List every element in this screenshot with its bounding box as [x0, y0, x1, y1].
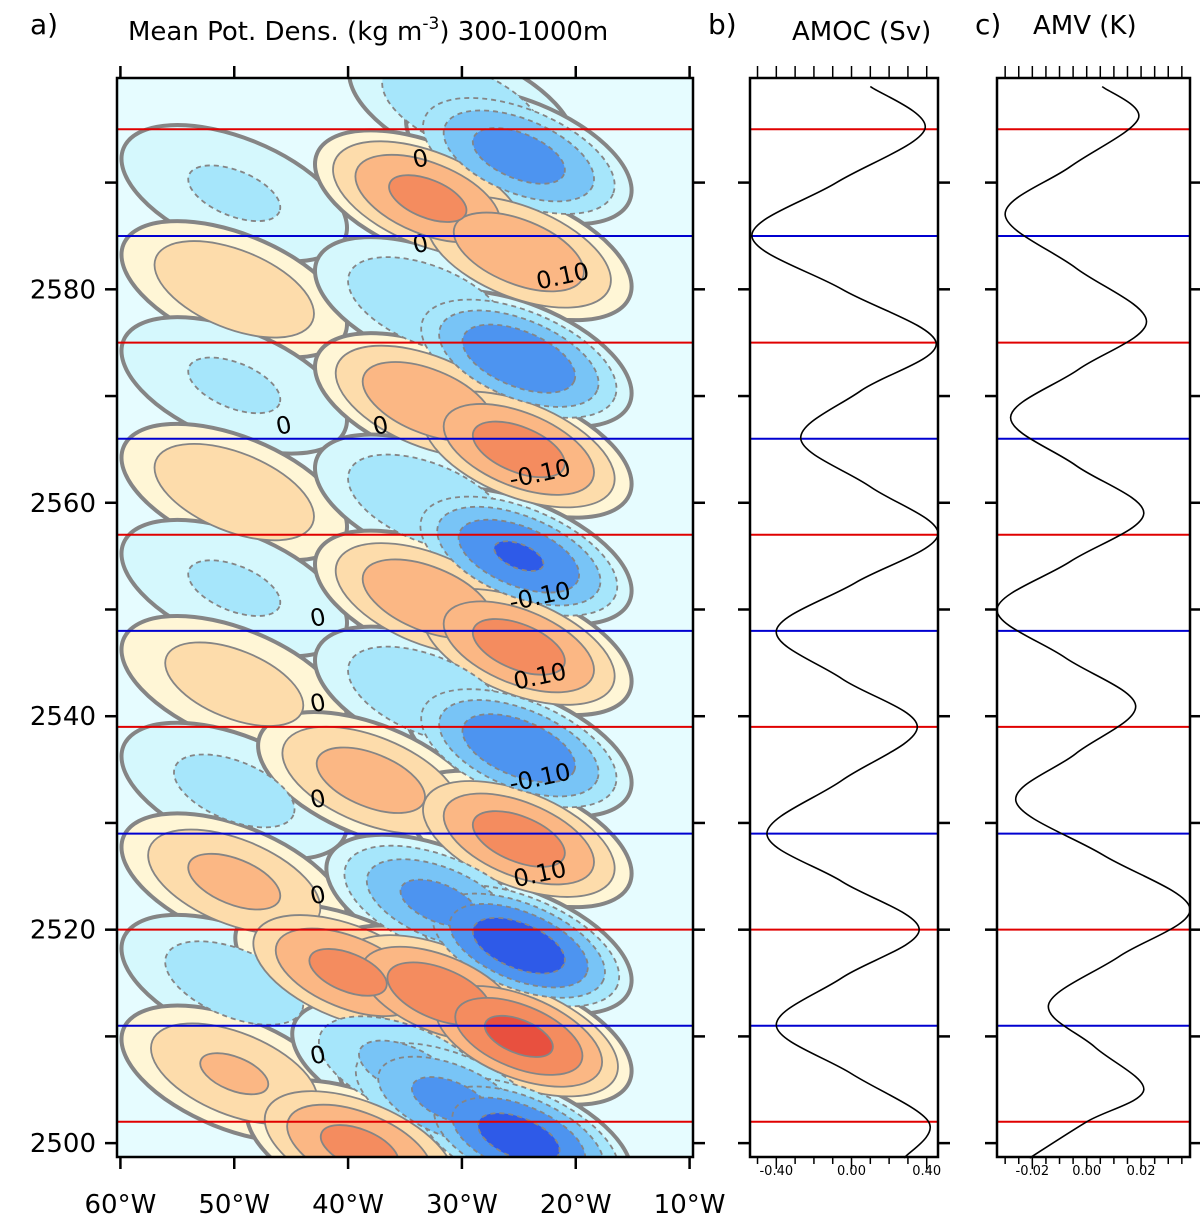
- chart-title: Mean Pot. Dens. (kg m-3) 300-1000m: [128, 14, 608, 47]
- contour-label: 0: [308, 784, 329, 815]
- contour-label: 0: [273, 410, 294, 441]
- contour-region: [471, 127, 566, 185]
- contour-region: [164, 940, 305, 1026]
- x-tick-label: -0.02: [1016, 1164, 1050, 1179]
- contour-region: [471, 916, 566, 975]
- y-tick-label: 2500: [30, 1129, 96, 1159]
- contour-region: [461, 323, 577, 394]
- x-tick-label: 0.40: [912, 1164, 941, 1179]
- contour-region: [388, 174, 468, 223]
- x-tick-label: 10°W: [654, 1190, 726, 1220]
- contour-region: [471, 618, 566, 676]
- contour-label: 0: [370, 410, 391, 441]
- contour-region: [173, 753, 296, 829]
- contour-label: 0: [308, 602, 329, 633]
- contour-region: [471, 810, 566, 868]
- plot-frame: [995, 76, 1192, 1159]
- panel-label: a): [30, 8, 58, 41]
- title-part: ) 300-1000m: [439, 17, 608, 47]
- panel-label: c): [975, 8, 1001, 41]
- contour-region: [153, 442, 315, 542]
- profile-line: [996, 85, 1191, 1159]
- x-tick-label: 0.02: [1127, 1164, 1156, 1179]
- contour-region: [315, 746, 426, 814]
- contour-label: 0: [410, 143, 431, 174]
- y-tick-label: 2580: [30, 275, 96, 305]
- x-tick-label: 0.00: [837, 1164, 866, 1179]
- chart-title: AMV (K): [1033, 11, 1137, 41]
- x-tick-label: 30°W: [426, 1190, 498, 1220]
- contour-region: [164, 641, 305, 727]
- y-tick-label: 2520: [30, 916, 96, 946]
- chart-title: AMOC (Sv): [792, 17, 931, 47]
- y-tick-label: 2560: [30, 489, 96, 519]
- contour-region: [493, 540, 545, 572]
- x-tick-label: 0.00: [1072, 1164, 1101, 1179]
- contour-region: [461, 713, 577, 784]
- contour-region: [187, 356, 282, 415]
- x-tick-label: 50°W: [198, 1190, 270, 1220]
- title-part: Mean Pot. Dens. (kg m: [128, 17, 422, 47]
- title-sup: -3: [422, 14, 439, 34]
- contour-region: [452, 211, 585, 293]
- contour-region: [319, 1124, 400, 1157]
- contour-region: [471, 420, 566, 479]
- contour-region: [153, 240, 315, 339]
- x-tick-label: -0.40: [759, 1164, 793, 1179]
- contour-label: 0: [308, 1040, 329, 1071]
- plot-frame: [748, 76, 940, 1159]
- contour-region: [187, 164, 282, 223]
- plot-frame: [115, 76, 695, 1159]
- contour-label: 0: [308, 688, 329, 719]
- x-tick-label: 60°W: [85, 1190, 157, 1220]
- contour-region: [199, 1052, 270, 1096]
- profile-line: [751, 85, 939, 1159]
- contour-label: 0: [308, 880, 329, 911]
- x-tick-label: 20°W: [540, 1190, 612, 1220]
- panel-label: b): [708, 8, 737, 41]
- contour-region: [308, 948, 388, 997]
- contour-field: 000.100 0-0.100-0.100.100-0.1000.1000: [117, 78, 693, 1157]
- contour-region: [187, 852, 282, 911]
- y-tick-label: 2540: [30, 702, 96, 732]
- contour-region: [187, 559, 282, 617]
- x-tick-label: 40°W: [312, 1190, 384, 1220]
